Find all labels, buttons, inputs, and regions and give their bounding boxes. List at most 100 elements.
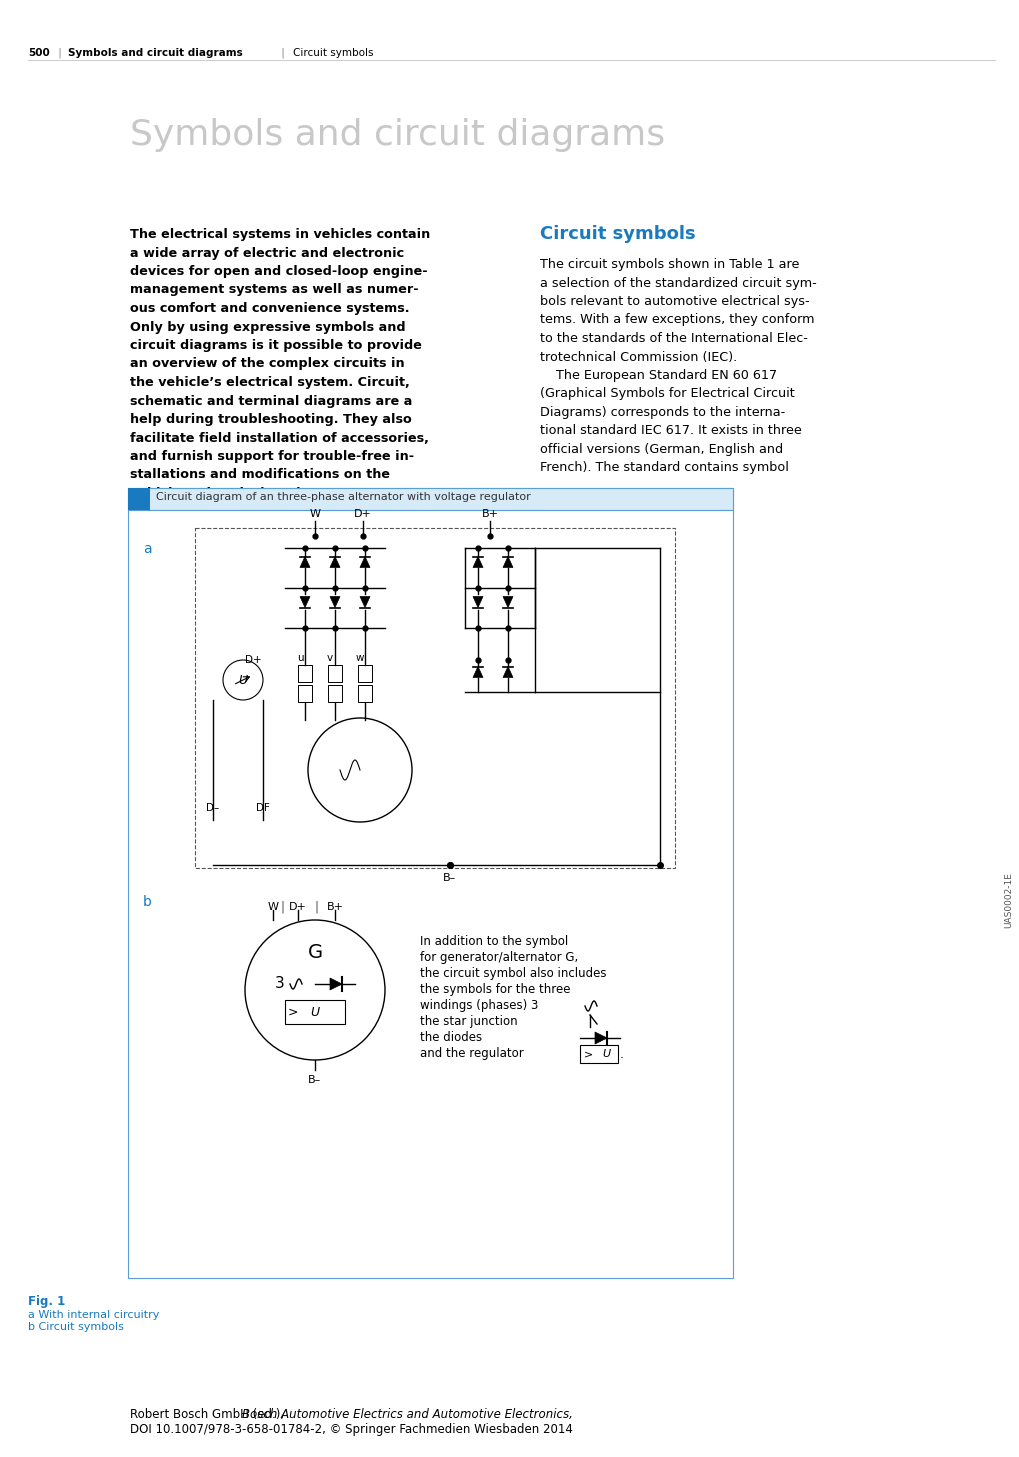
Bar <box>298 664 312 682</box>
Text: facilitate field installation of accessories,: facilitate field installation of accesso… <box>129 431 428 444</box>
Text: stallations and modifications on the: stallations and modifications on the <box>129 469 389 481</box>
Text: Only by using expressive symbols and: Only by using expressive symbols and <box>129 321 406 334</box>
Text: Diagrams) corresponds to the interna-: Diagrams) corresponds to the interna- <box>539 407 785 420</box>
Text: Bosch Automotive Electrics and Automotive Electronics,: Bosch Automotive Electrics and Automotiv… <box>243 1407 573 1421</box>
Text: windings (phases) 3: windings (phases) 3 <box>420 1000 538 1013</box>
Text: French). The standard contains symbol: French). The standard contains symbol <box>539 462 788 475</box>
Polygon shape <box>300 557 310 567</box>
Text: Circuit symbols: Circuit symbols <box>292 48 373 58</box>
Text: Circuit diagram of an three-phase alternator with voltage regulator: Circuit diagram of an three-phase altern… <box>156 492 530 503</box>
Bar <box>298 685 312 702</box>
Polygon shape <box>473 596 483 608</box>
Text: ous comfort and convenience systems.: ous comfort and convenience systems. <box>129 302 409 315</box>
Text: an overview of the complex circuits in: an overview of the complex circuits in <box>129 357 405 370</box>
Text: tems. With a few exceptions, they conform: tems. With a few exceptions, they confor… <box>539 313 814 326</box>
Polygon shape <box>502 557 513 567</box>
Text: |: | <box>55 48 65 58</box>
Bar <box>358 685 372 702</box>
Text: u: u <box>297 653 303 663</box>
Bar <box>195 527 675 868</box>
Text: The electrical systems in vehicles contain: The electrical systems in vehicles conta… <box>129 227 430 240</box>
Text: |: | <box>315 900 319 914</box>
Text: In addition to the symbol: In addition to the symbol <box>420 935 568 949</box>
Polygon shape <box>330 557 339 567</box>
Text: (Graphical Symbols for Electrical Circuit: (Graphical Symbols for Electrical Circui… <box>539 388 794 401</box>
Text: b Circuit symbols: b Circuit symbols <box>28 1321 123 1332</box>
Text: and the regulator: and the regulator <box>420 1048 523 1061</box>
Text: Symbols and circuit diagrams: Symbols and circuit diagrams <box>68 48 243 58</box>
Text: The European Standard EN 60 617: The European Standard EN 60 617 <box>539 369 776 382</box>
Text: Symbols and circuit diagrams: Symbols and circuit diagrams <box>129 118 664 152</box>
Text: vehicle’s electrical equipment.: vehicle’s electrical equipment. <box>129 487 352 500</box>
Bar <box>328 664 341 682</box>
Text: Fig. 1: Fig. 1 <box>28 1295 65 1308</box>
Text: D+: D+ <box>245 656 261 664</box>
Text: U: U <box>601 1049 609 1059</box>
Text: B+: B+ <box>326 902 343 912</box>
Text: U: U <box>310 1005 319 1018</box>
Text: schematic and terminal diagrams are a: schematic and terminal diagrams are a <box>129 395 412 408</box>
Text: devices for open and closed-loop engine-: devices for open and closed-loop engine- <box>129 265 427 278</box>
Bar <box>127 488 150 510</box>
Text: help during troubleshooting. They also: help during troubleshooting. They also <box>129 412 412 425</box>
Text: the diodes: the diodes <box>420 1032 482 1045</box>
Text: D+: D+ <box>354 508 372 519</box>
Bar <box>358 664 372 682</box>
Text: W: W <box>267 902 278 912</box>
Text: Robert Bosch GmbH (ed.),: Robert Bosch GmbH (ed.), <box>129 1407 287 1421</box>
Polygon shape <box>502 666 513 678</box>
Text: a wide array of electric and electronic: a wide array of electric and electronic <box>129 246 404 259</box>
Text: bols relevant to automotive electrical sys-: bols relevant to automotive electrical s… <box>539 294 809 307</box>
Text: UAS0002-1E: UAS0002-1E <box>1004 873 1013 928</box>
Text: |: | <box>278 48 287 58</box>
Bar <box>284 1000 344 1024</box>
Text: official versions (German, English and: official versions (German, English and <box>539 443 783 456</box>
Polygon shape <box>473 557 483 567</box>
Polygon shape <box>330 596 339 608</box>
Polygon shape <box>330 978 341 989</box>
Text: the symbols for the three: the symbols for the three <box>420 983 570 997</box>
Text: the circuit symbol also includes: the circuit symbol also includes <box>420 967 606 981</box>
Text: 500: 500 <box>28 48 50 58</box>
Bar <box>328 685 341 702</box>
Text: circuit diagrams is it possible to provide: circuit diagrams is it possible to provi… <box>129 339 422 353</box>
Text: DOI 10.1007/978-3-658-01784-2, © Springer Fachmedien Wiesbaden 2014: DOI 10.1007/978-3-658-01784-2, © Springe… <box>129 1423 573 1437</box>
Text: a selection of the standardized circuit sym-: a selection of the standardized circuit … <box>539 277 816 290</box>
Polygon shape <box>360 596 370 608</box>
Text: 1: 1 <box>135 491 144 504</box>
Text: The circuit symbols shown in Table 1 are: The circuit symbols shown in Table 1 are <box>539 258 799 271</box>
Text: G: G <box>307 943 322 962</box>
Text: >: > <box>584 1049 593 1059</box>
Text: B+: B+ <box>481 508 498 519</box>
Text: B–: B– <box>308 1075 321 1085</box>
Text: DF: DF <box>256 803 270 813</box>
Text: a: a <box>143 542 152 557</box>
Text: b: b <box>143 895 152 909</box>
Text: management systems as well as numer-: management systems as well as numer- <box>129 284 418 297</box>
Text: v: v <box>327 653 333 663</box>
Bar <box>580 1045 618 1064</box>
Text: the vehicle’s electrical system. Circuit,: the vehicle’s electrical system. Circuit… <box>129 376 410 389</box>
Text: the star junction: the star junction <box>420 1016 517 1029</box>
Text: W: W <box>309 508 320 519</box>
Text: w: w <box>356 653 364 663</box>
Bar <box>127 488 733 1278</box>
Text: |: | <box>280 900 284 914</box>
Polygon shape <box>594 1032 606 1045</box>
Text: U: U <box>238 673 248 686</box>
Text: Circuit symbols: Circuit symbols <box>539 224 695 243</box>
Text: tional standard IEC 617. It exists in three: tional standard IEC 617. It exists in th… <box>539 424 801 437</box>
Text: for generator/alternator G,: for generator/alternator G, <box>420 951 578 965</box>
Text: to the standards of the International Elec-: to the standards of the International El… <box>539 332 807 345</box>
Text: 3: 3 <box>275 976 284 992</box>
Polygon shape <box>502 596 513 608</box>
Text: D–: D– <box>206 803 219 813</box>
Polygon shape <box>300 596 310 608</box>
Text: .: . <box>620 1048 624 1061</box>
Text: trotechnical Commission (IEC).: trotechnical Commission (IEC). <box>539 351 737 363</box>
Polygon shape <box>360 557 370 567</box>
Text: B–: B– <box>443 873 457 883</box>
Text: >: > <box>287 1005 298 1018</box>
Polygon shape <box>473 666 483 678</box>
Text: D+: D+ <box>288 902 307 912</box>
